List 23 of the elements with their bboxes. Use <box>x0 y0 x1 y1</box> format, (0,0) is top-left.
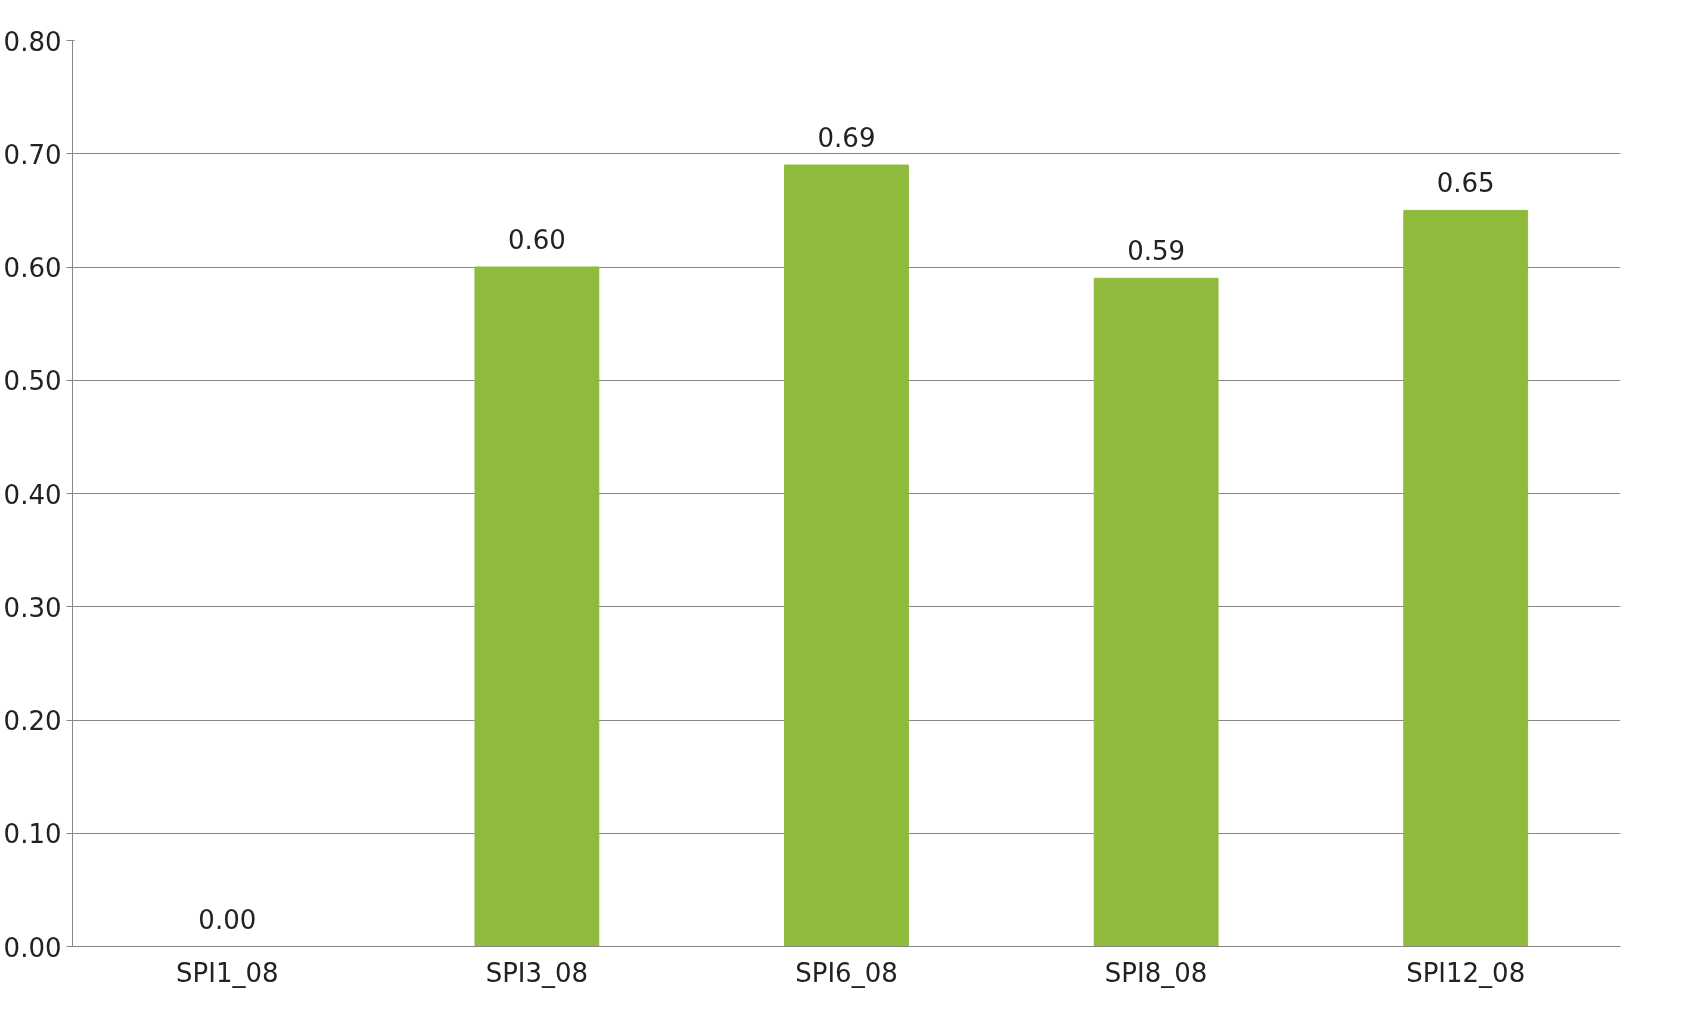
y-tick-label: 0.10 <box>3 819 62 850</box>
data-label: 0.65 <box>1436 168 1495 199</box>
bar <box>474 266 600 947</box>
y-tick-label: 0.50 <box>3 366 62 397</box>
y-tick-label: 0.60 <box>3 253 62 283</box>
bar <box>1093 277 1219 947</box>
x-tick-label: SPI6_08 <box>795 957 898 988</box>
y-tick-label: 0.40 <box>3 479 62 510</box>
x-tick-label: SPI12_08 <box>1406 957 1526 988</box>
y-tick-label: 0.80 <box>3 26 62 57</box>
x-tick-label: SPI3_08 <box>485 957 589 988</box>
x-tick-label: SPI8_08 <box>1104 957 1208 988</box>
data-label: 0.59 <box>1127 236 1186 267</box>
data-label: 0.69 <box>817 123 876 154</box>
bar <box>784 164 909 947</box>
bar <box>1403 209 1529 947</box>
y-tick-label: 0.00 <box>3 932 62 963</box>
data-label: 0.60 <box>507 225 566 255</box>
y-tick-label: 0.30 <box>3 592 62 623</box>
y-tick-label: 0.70 <box>3 139 62 170</box>
y-tick-label: 0.20 <box>3 706 62 736</box>
data-label: 0.00 <box>198 904 257 935</box>
x-tick-label: SPI1_08 <box>176 957 279 988</box>
